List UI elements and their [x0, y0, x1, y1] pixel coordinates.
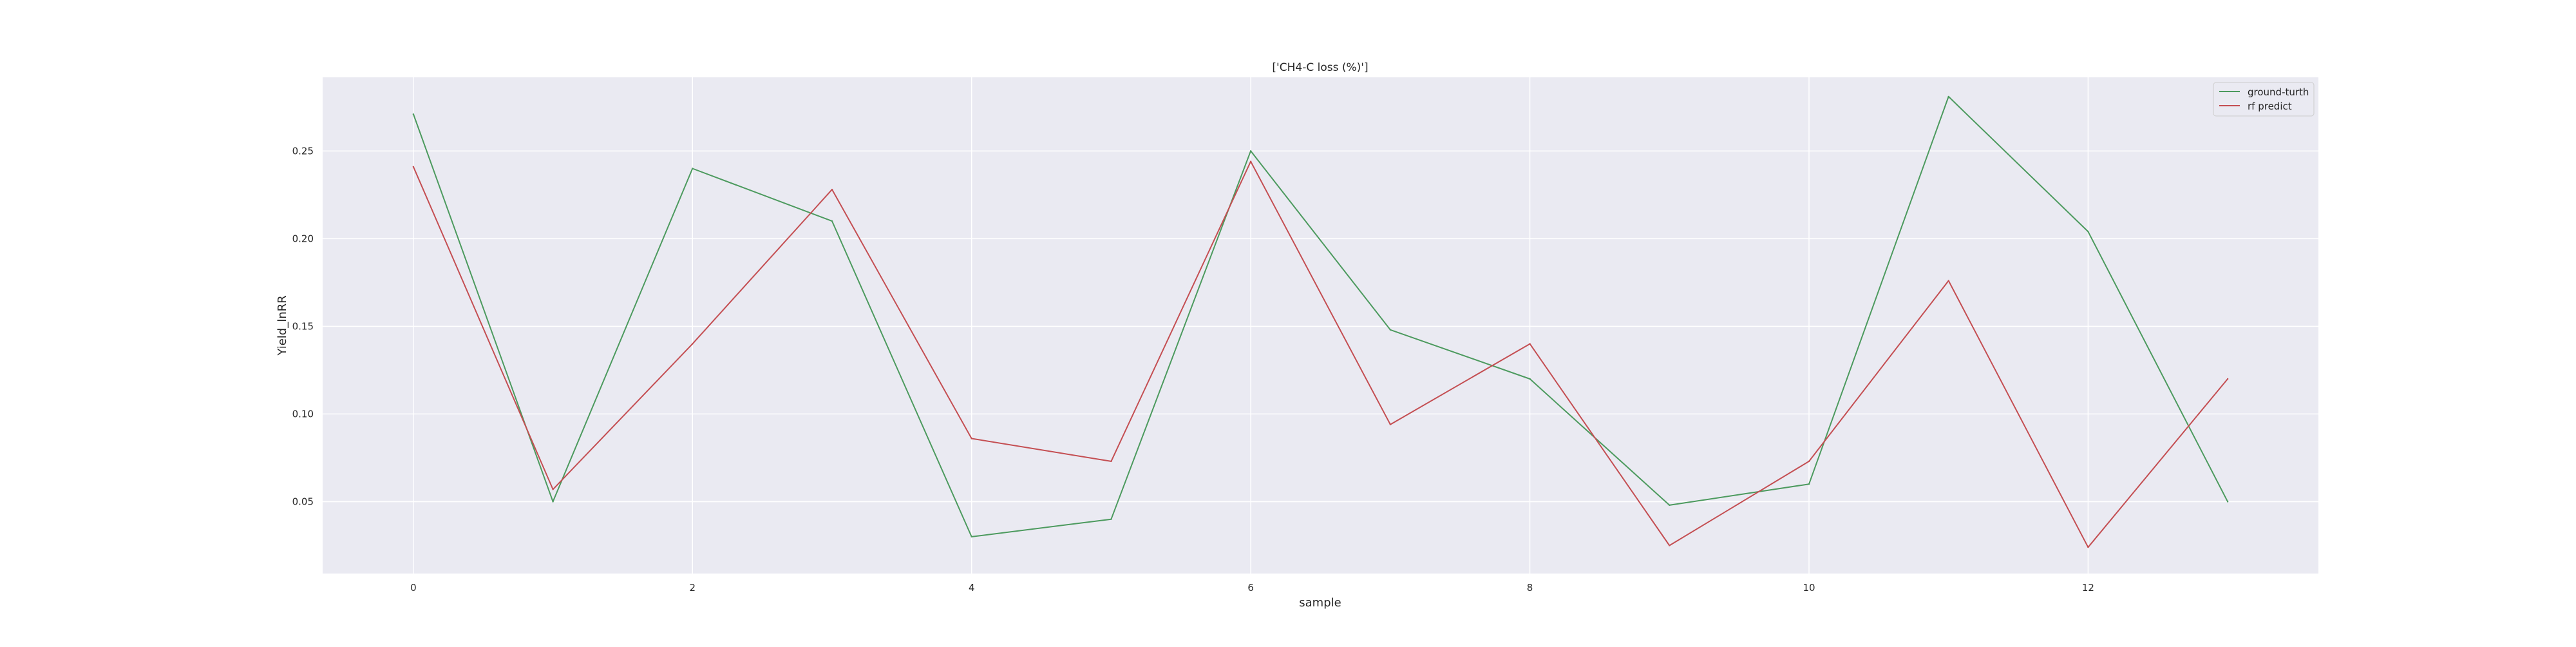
chart-title: ['CH4-C loss (%)']	[1272, 61, 1368, 74]
data-point-rf-predict	[1808, 460, 1810, 463]
data-point-rf-predict	[1669, 545, 1671, 546]
data-point-rf-predict	[1947, 280, 1949, 282]
data-point-ground-turth	[1808, 483, 1810, 485]
x-tick-label: 2	[690, 582, 696, 594]
data-point-rf-predict	[1249, 160, 1252, 162]
data-point-rf-predict	[2087, 546, 2089, 548]
grid	[323, 77, 2318, 574]
data-point-ground-turth	[1947, 95, 1949, 98]
x-axis-label: sample	[1299, 596, 1341, 610]
legend-label-rf-predict: rf predict	[2248, 101, 2292, 112]
data-point-rf-predict	[831, 188, 833, 191]
x-tick-label: 6	[1247, 582, 1254, 594]
data-point-ground-turth	[692, 168, 694, 169]
legend: ground-turth rf predict	[2213, 82, 2315, 117]
data-point-rf-predict	[1529, 343, 1531, 345]
data-point-ground-turth	[971, 536, 972, 538]
data-point-ground-turth	[412, 113, 415, 115]
y-tick-label: 0.15	[292, 320, 314, 332]
data-point-ground-turth	[1110, 518, 1112, 520]
data-point-rf-predict	[692, 343, 694, 345]
x-tick-label: 10	[1803, 582, 1815, 594]
series-line-ground-turth	[412, 95, 2228, 537]
data-point-rf-predict	[1389, 423, 1392, 425]
data-point-ground-turth	[1669, 504, 1671, 507]
data-point-ground-turth	[831, 220, 833, 222]
data-point-rf-predict	[971, 438, 972, 439]
y-tick-label: 0.25	[292, 145, 314, 157]
x-tick-label: 8	[1527, 582, 1533, 594]
data-point-rf-predict	[412, 166, 415, 168]
data-point-rf-predict	[2226, 378, 2229, 380]
tick-labels: 0 2 4 6 8 10 12 0.05 0.10 0.15 0.20 0.25	[292, 145, 2094, 594]
data-point-rf-predict	[1110, 460, 1112, 463]
series-line-rf-predict	[412, 160, 2228, 548]
plot-background	[323, 77, 2318, 574]
data-point-ground-turth	[1249, 150, 1252, 152]
data-point-ground-turth	[552, 501, 554, 503]
y-tick-label: 0.05	[292, 496, 314, 507]
series-layer	[412, 95, 2229, 548]
data-point-rf-predict	[552, 488, 554, 490]
legend-label-ground-turth: ground-turth	[2248, 86, 2309, 98]
x-tick-label: 12	[2082, 582, 2094, 594]
y-axis-label: Yield_lnRR	[276, 295, 289, 356]
y-tick-label: 0.10	[292, 408, 314, 420]
data-point-ground-turth	[2226, 501, 2229, 503]
x-tick-label: 4	[969, 582, 975, 594]
data-point-ground-turth	[2087, 231, 2089, 233]
y-tick-label: 0.20	[292, 233, 314, 244]
x-tick-label: 0	[410, 582, 417, 594]
data-point-ground-turth	[1529, 378, 1531, 380]
data-point-ground-turth	[1389, 329, 1392, 331]
